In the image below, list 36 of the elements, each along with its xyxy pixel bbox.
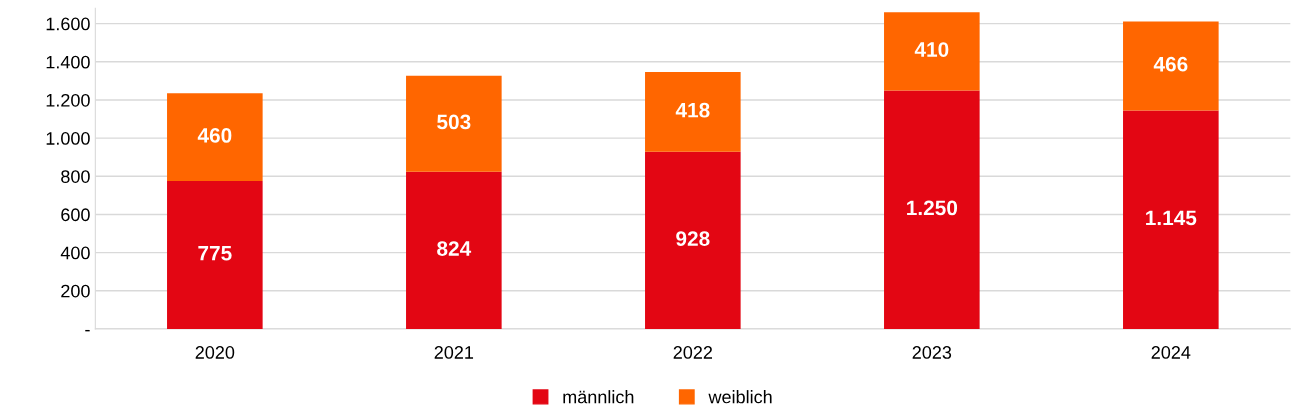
legend-label: weiblich bbox=[708, 390, 772, 404]
bar bbox=[406, 75, 502, 172]
legend-label: männlich bbox=[563, 390, 634, 404]
y-tick-label: 1.600 bbox=[46, 17, 90, 31]
bar bbox=[884, 90, 980, 329]
bar bbox=[884, 12, 980, 91]
x-tick-label: 2024 bbox=[1151, 346, 1191, 359]
x-tick-label: 2021 bbox=[434, 346, 474, 359]
bar bbox=[1123, 110, 1219, 329]
y-tick-label: 400 bbox=[60, 246, 90, 260]
x-tick-label: 2023 bbox=[912, 346, 952, 359]
x-tick-label: 2022 bbox=[673, 346, 713, 359]
y-tick-label: 1.200 bbox=[46, 93, 90, 107]
y-tick-label: 1.000 bbox=[46, 132, 90, 145]
y-tick-label: 1.400 bbox=[46, 55, 90, 69]
y-tick-label: 600 bbox=[61, 208, 90, 222]
y-tick-label: - bbox=[85, 329, 90, 332]
data-label: 1.145 bbox=[1146, 210, 1197, 226]
bar bbox=[645, 151, 741, 329]
data-label: 410 bbox=[914, 42, 949, 57]
data-label: 775 bbox=[198, 246, 232, 261]
data-label: 503 bbox=[437, 114, 471, 130]
y-tick-label: 800 bbox=[61, 170, 90, 183]
data-label: 928 bbox=[676, 231, 710, 246]
data-label: 824 bbox=[437, 241, 472, 256]
data-label: 1.250 bbox=[907, 200, 958, 216]
bar bbox=[167, 181, 263, 329]
bar bbox=[1123, 21, 1219, 111]
y-tick-label: 200 bbox=[61, 284, 90, 298]
bar bbox=[406, 171, 502, 329]
bar bbox=[167, 93, 263, 182]
data-label: 418 bbox=[675, 102, 710, 118]
x-tick-label: 2020 bbox=[195, 346, 235, 359]
data-label: 466 bbox=[1153, 56, 1188, 72]
data-label: 460 bbox=[197, 128, 232, 143]
bar bbox=[645, 72, 741, 152]
